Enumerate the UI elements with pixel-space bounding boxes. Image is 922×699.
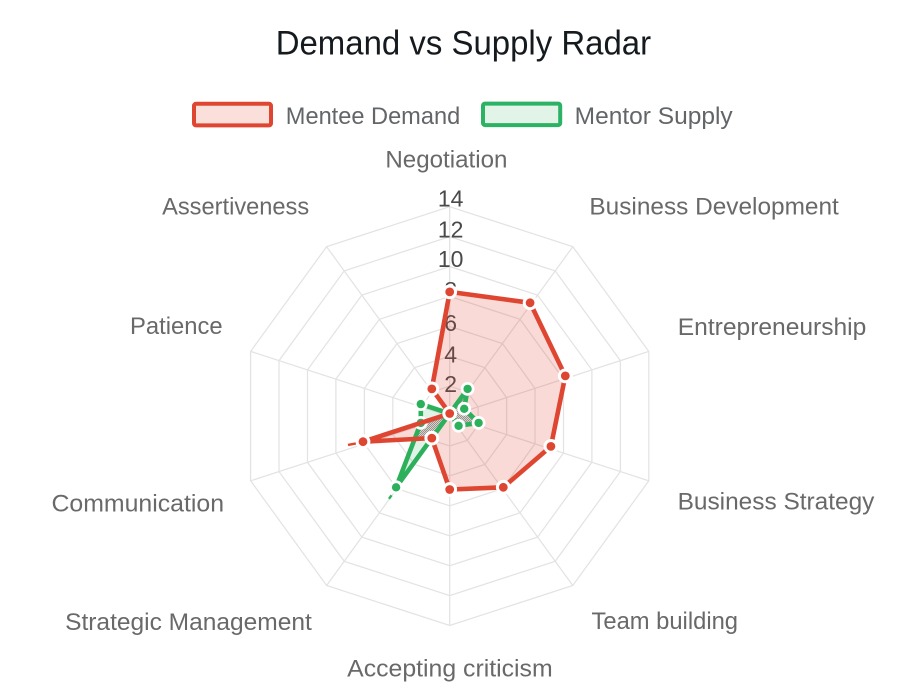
svg-text:Business Development: Business Development: [589, 193, 839, 220]
svg-text:Accepting criticism: Accepting criticism: [347, 655, 553, 682]
svg-text:Negotiation: Negotiation: [385, 146, 507, 173]
svg-text:Demand vs Supply Radar: Demand vs Supply Radar: [276, 24, 651, 62]
svg-text:6: 6: [444, 310, 457, 336]
svg-text:2: 2: [444, 371, 457, 397]
svg-text:Assertiveness: Assertiveness: [162, 194, 309, 221]
svg-text:Entrepreneurship: Entrepreneurship: [678, 314, 867, 341]
svg-text:4: 4: [444, 342, 457, 368]
svg-text:Strategic Management: Strategic Management: [65, 609, 312, 636]
svg-text:Team building: Team building: [592, 608, 739, 635]
svg-text:Mentor Supply: Mentor Supply: [575, 103, 733, 130]
svg-text:Business Strategy: Business Strategy: [678, 489, 875, 516]
svg-text:14: 14: [438, 186, 464, 212]
svg-text:Communication: Communication: [52, 491, 225, 518]
svg-text:Mentee Demand: Mentee Demand: [286, 103, 460, 130]
svg-text:10: 10: [438, 246, 464, 272]
svg-text:Patience: Patience: [130, 313, 223, 340]
svg-text:12: 12: [438, 217, 464, 243]
